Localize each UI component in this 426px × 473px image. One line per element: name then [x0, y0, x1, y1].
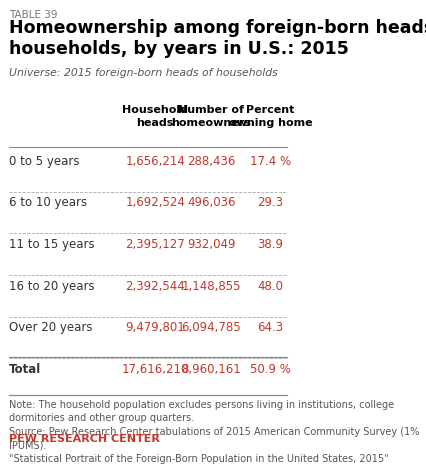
- Text: 1,656,214: 1,656,214: [125, 155, 185, 167]
- Text: Household
heads: Household heads: [122, 105, 188, 128]
- Text: Number of
homeowners: Number of homeowners: [171, 105, 251, 128]
- Text: 64.3: 64.3: [257, 321, 283, 334]
- Text: PEW RESEARCH CENTER: PEW RESEARCH CENTER: [9, 434, 160, 444]
- Text: 11 to 15 years: 11 to 15 years: [9, 238, 95, 251]
- Text: 17,616,210: 17,616,210: [121, 363, 189, 376]
- Text: 29.3: 29.3: [257, 196, 283, 209]
- Text: Homeownership among foreign-born heads of
households, by years in U.S.: 2015: Homeownership among foreign-born heads o…: [9, 19, 426, 58]
- Text: 1,692,524: 1,692,524: [125, 196, 185, 209]
- Text: 2,392,544: 2,392,544: [125, 280, 185, 292]
- Text: Over 20 years: Over 20 years: [9, 321, 92, 334]
- Text: 496,036: 496,036: [187, 196, 236, 209]
- Text: 288,436: 288,436: [187, 155, 236, 167]
- Text: 0 to 5 years: 0 to 5 years: [9, 155, 79, 167]
- Text: Universe: 2015 foreign-born heads of households: Universe: 2015 foreign-born heads of hou…: [9, 68, 278, 78]
- Text: 2,395,127: 2,395,127: [125, 238, 185, 251]
- Text: Percent
owning home: Percent owning home: [229, 105, 312, 128]
- Text: 8,960,161: 8,960,161: [181, 363, 241, 376]
- Text: 38.9: 38.9: [257, 238, 283, 251]
- Text: 50.9 %: 50.9 %: [250, 363, 291, 376]
- Text: 48.0: 48.0: [257, 280, 283, 292]
- Text: Note: The household population excludes persons living in institutions, college
: Note: The household population excludes …: [9, 400, 419, 464]
- Text: 16 to 20 years: 16 to 20 years: [9, 280, 95, 292]
- Text: 1,148,855: 1,148,855: [181, 280, 241, 292]
- Text: 6,094,785: 6,094,785: [181, 321, 241, 334]
- Text: Total: Total: [9, 363, 41, 376]
- Text: 9,479,801: 9,479,801: [125, 321, 185, 334]
- Text: TABLE 39: TABLE 39: [9, 10, 58, 20]
- Text: 6 to 10 years: 6 to 10 years: [9, 196, 87, 209]
- Text: 932,049: 932,049: [187, 238, 236, 251]
- Text: 17.4 %: 17.4 %: [250, 155, 291, 167]
